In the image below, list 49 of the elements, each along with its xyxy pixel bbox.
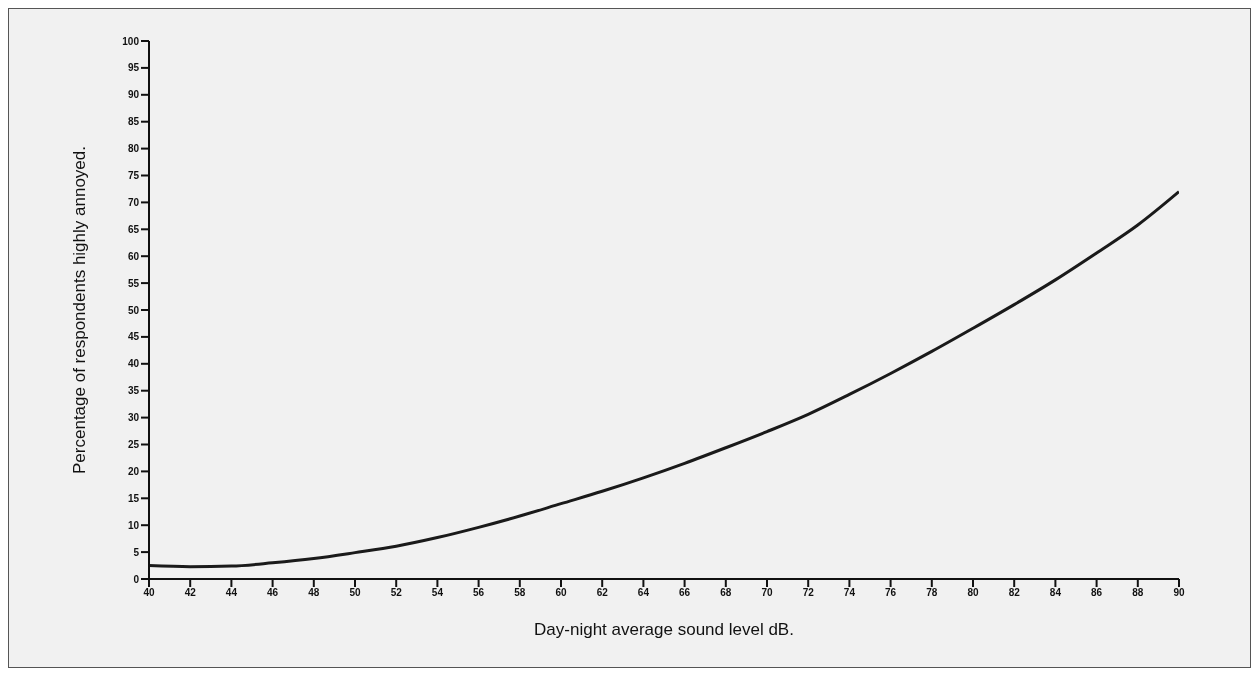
y-tick-label: 25 (127, 439, 140, 451)
y-axis-title: Percentage of respondents highly annoyed. (70, 146, 90, 474)
y-tick-label: 55 (127, 277, 140, 289)
x-tick-label: 74 (843, 587, 856, 599)
y-tick-label: 35 (127, 385, 140, 397)
x-tick-label: 40 (143, 587, 155, 599)
y-tick-label: 70 (127, 196, 140, 208)
x-tick-label: 44 (225, 587, 238, 599)
y-tick-label: 15 (127, 492, 140, 504)
x-tick-label: 66 (679, 587, 691, 599)
x-tick-label: 80 (967, 587, 979, 599)
x-tick-label: 46 (267, 587, 279, 599)
x-tick-label: 88 (1132, 587, 1144, 599)
y-tick-label: 0 (133, 573, 140, 585)
y-tick-label: 5 (133, 546, 140, 558)
x-tick-label: 82 (1008, 587, 1021, 599)
x-tick-label: 84 (1049, 587, 1062, 599)
x-tick-label: 58 (514, 587, 526, 599)
x-tick-label: 56 (473, 587, 485, 599)
x-tick-label: 50 (349, 587, 361, 599)
y-tick-label: 30 (127, 412, 140, 424)
x-tick-label: 62 (596, 587, 609, 599)
y-tick-label: 85 (127, 116, 140, 128)
y-tick-label: 10 (127, 519, 140, 531)
x-tick-label: 86 (1091, 587, 1103, 599)
x-tick-label: 78 (926, 587, 938, 599)
y-tick-label: 65 (127, 223, 140, 235)
x-tick-label: 52 (390, 587, 403, 599)
x-tick-label: 76 (885, 587, 897, 599)
x-tick-label: 48 (308, 587, 320, 599)
y-tick-label: 95 (127, 62, 140, 74)
x-tick-label: 72 (802, 587, 815, 599)
y-tick-label: 100 (122, 35, 140, 47)
x-tick-label: 54 (431, 587, 444, 599)
y-tick-label: 80 (127, 143, 140, 155)
x-tick-label: 70 (761, 587, 773, 599)
y-tick-label: 20 (127, 465, 140, 477)
y-tick-label: 40 (127, 358, 140, 370)
x-tick-label: 60 (555, 587, 567, 599)
y-tick-label: 45 (127, 331, 140, 343)
x-tick-label: 90 (1173, 587, 1185, 599)
x-axis-title: Day-night average sound level dB. (534, 620, 794, 639)
y-tick-label: 75 (127, 170, 140, 182)
y-tick-label: 60 (127, 250, 140, 262)
x-tick-label: 68 (720, 587, 732, 599)
x-tick-label: 64 (637, 587, 650, 599)
y-tick-label: 50 (127, 304, 140, 316)
x-tick-label: 42 (184, 587, 197, 599)
y-tick-label: 90 (127, 89, 140, 101)
